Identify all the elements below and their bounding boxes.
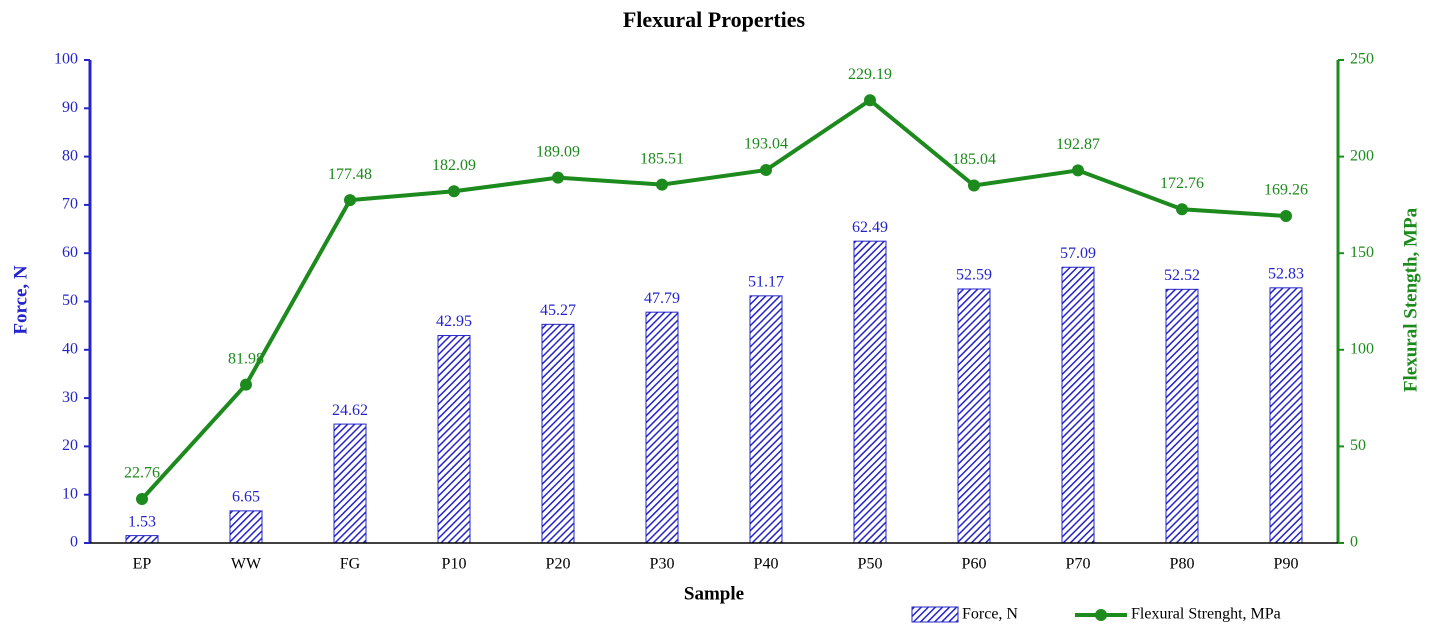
y-tick-label: 100 — [54, 51, 78, 68]
y-tick-label: 0 — [70, 534, 78, 551]
line-point — [1176, 203, 1188, 216]
bar — [333, 423, 367, 544]
bar — [229, 510, 263, 544]
chart-title: Flexural Properties — [623, 7, 806, 32]
x-tick-label: P60 — [962, 556, 987, 573]
x-axis-title: Sample — [684, 583, 744, 604]
line-value-label: 192.87 — [1056, 136, 1100, 153]
y-tick-label: 60 — [62, 244, 78, 261]
bar-value-label: 52.59 — [956, 267, 992, 284]
bar-value-label: 47.79 — [644, 290, 680, 307]
x-tick-label: WW — [231, 556, 262, 573]
bar — [1269, 287, 1303, 544]
bar-value-label: 1.53 — [128, 513, 156, 530]
bar-value-label: 6.65 — [232, 489, 260, 506]
y2-axis-title: Flexural Stength, MPa — [1400, 207, 1421, 392]
line-point — [240, 378, 252, 391]
y2-tick-label: 150 — [1350, 244, 1374, 261]
line-point — [1072, 164, 1084, 177]
y-tick-label: 30 — [62, 389, 78, 406]
bar-value-label: 51.17 — [748, 274, 784, 291]
bar-value-label: 24.62 — [332, 402, 368, 419]
y2-tick-label: 50 — [1350, 437, 1366, 454]
bar — [1061, 266, 1095, 544]
y2-tick-label: 200 — [1350, 147, 1374, 164]
x-tick-label: P40 — [754, 556, 779, 573]
x-tick-label: P50 — [858, 556, 883, 573]
legend-swatch — [911, 606, 959, 623]
bar-value-label: 42.95 — [436, 313, 472, 330]
y-tick-label: 20 — [62, 437, 78, 454]
x-tick-label: P20 — [546, 556, 571, 573]
line-value-label: 193.04 — [744, 136, 788, 153]
bar-value-label: 52.52 — [1164, 267, 1200, 284]
line-point — [656, 178, 668, 191]
legend-label: Flexural Strenght, MPa — [1131, 606, 1281, 623]
bar — [853, 240, 887, 544]
line-point — [136, 493, 148, 506]
line — [140, 97, 1287, 501]
line-value-label: 22.76 — [124, 465, 160, 482]
x-tick-label: P10 — [442, 556, 467, 573]
bar — [125, 535, 159, 544]
bar — [957, 288, 991, 544]
legend-label: Force, N — [962, 606, 1018, 623]
line-value-label: 169.26 — [1264, 182, 1308, 199]
y-tick-label: 80 — [62, 147, 78, 164]
bar-value-label: 62.49 — [852, 219, 888, 236]
bar-value-label: 57.09 — [1060, 245, 1096, 262]
bar-value-label: 52.83 — [1268, 266, 1304, 283]
line-point — [760, 164, 772, 177]
line-point — [344, 194, 356, 207]
x-tick-label: P30 — [650, 556, 675, 573]
bar — [437, 335, 471, 544]
y-tick-label: 10 — [62, 485, 78, 502]
line-value-label: 182.09 — [432, 157, 476, 174]
line-value-label: 172.76 — [1160, 175, 1204, 192]
x-tick-label: FG — [340, 556, 361, 573]
line-value-label: 229.19 — [848, 66, 892, 83]
bar-value-label: 45.27 — [540, 302, 576, 319]
y-tick-label: 90 — [62, 99, 78, 116]
y-axis-title: Force, N — [10, 265, 31, 335]
line-point — [552, 171, 564, 184]
bar — [1165, 288, 1199, 544]
line-value-label: 185.04 — [952, 151, 996, 168]
x-tick-label: P80 — [1170, 556, 1195, 573]
y-tick-label: 40 — [62, 340, 78, 357]
y-tick-label: 50 — [62, 292, 78, 309]
line-point — [968, 179, 980, 192]
x-tick-label: P70 — [1066, 556, 1091, 573]
x-tick-label: EP — [133, 556, 152, 573]
bar — [749, 295, 783, 544]
y2-tick-label: 100 — [1350, 340, 1374, 357]
line-point — [1280, 209, 1292, 222]
legend-swatch — [1095, 609, 1107, 621]
y2-tick-label: 250 — [1350, 51, 1374, 68]
y2-tick-label: 0 — [1350, 534, 1358, 551]
bar — [645, 311, 679, 544]
bar — [541, 323, 575, 544]
line-value-label: 81.98 — [228, 350, 264, 367]
line-point — [448, 185, 460, 198]
line-value-label: 189.09 — [536, 143, 580, 160]
x-tick-label: P90 — [1274, 556, 1299, 573]
line-value-label: 177.48 — [328, 166, 372, 183]
line-point — [864, 94, 876, 107]
y-tick-label: 70 — [62, 196, 78, 213]
line-value-label: 185.51 — [640, 150, 684, 167]
